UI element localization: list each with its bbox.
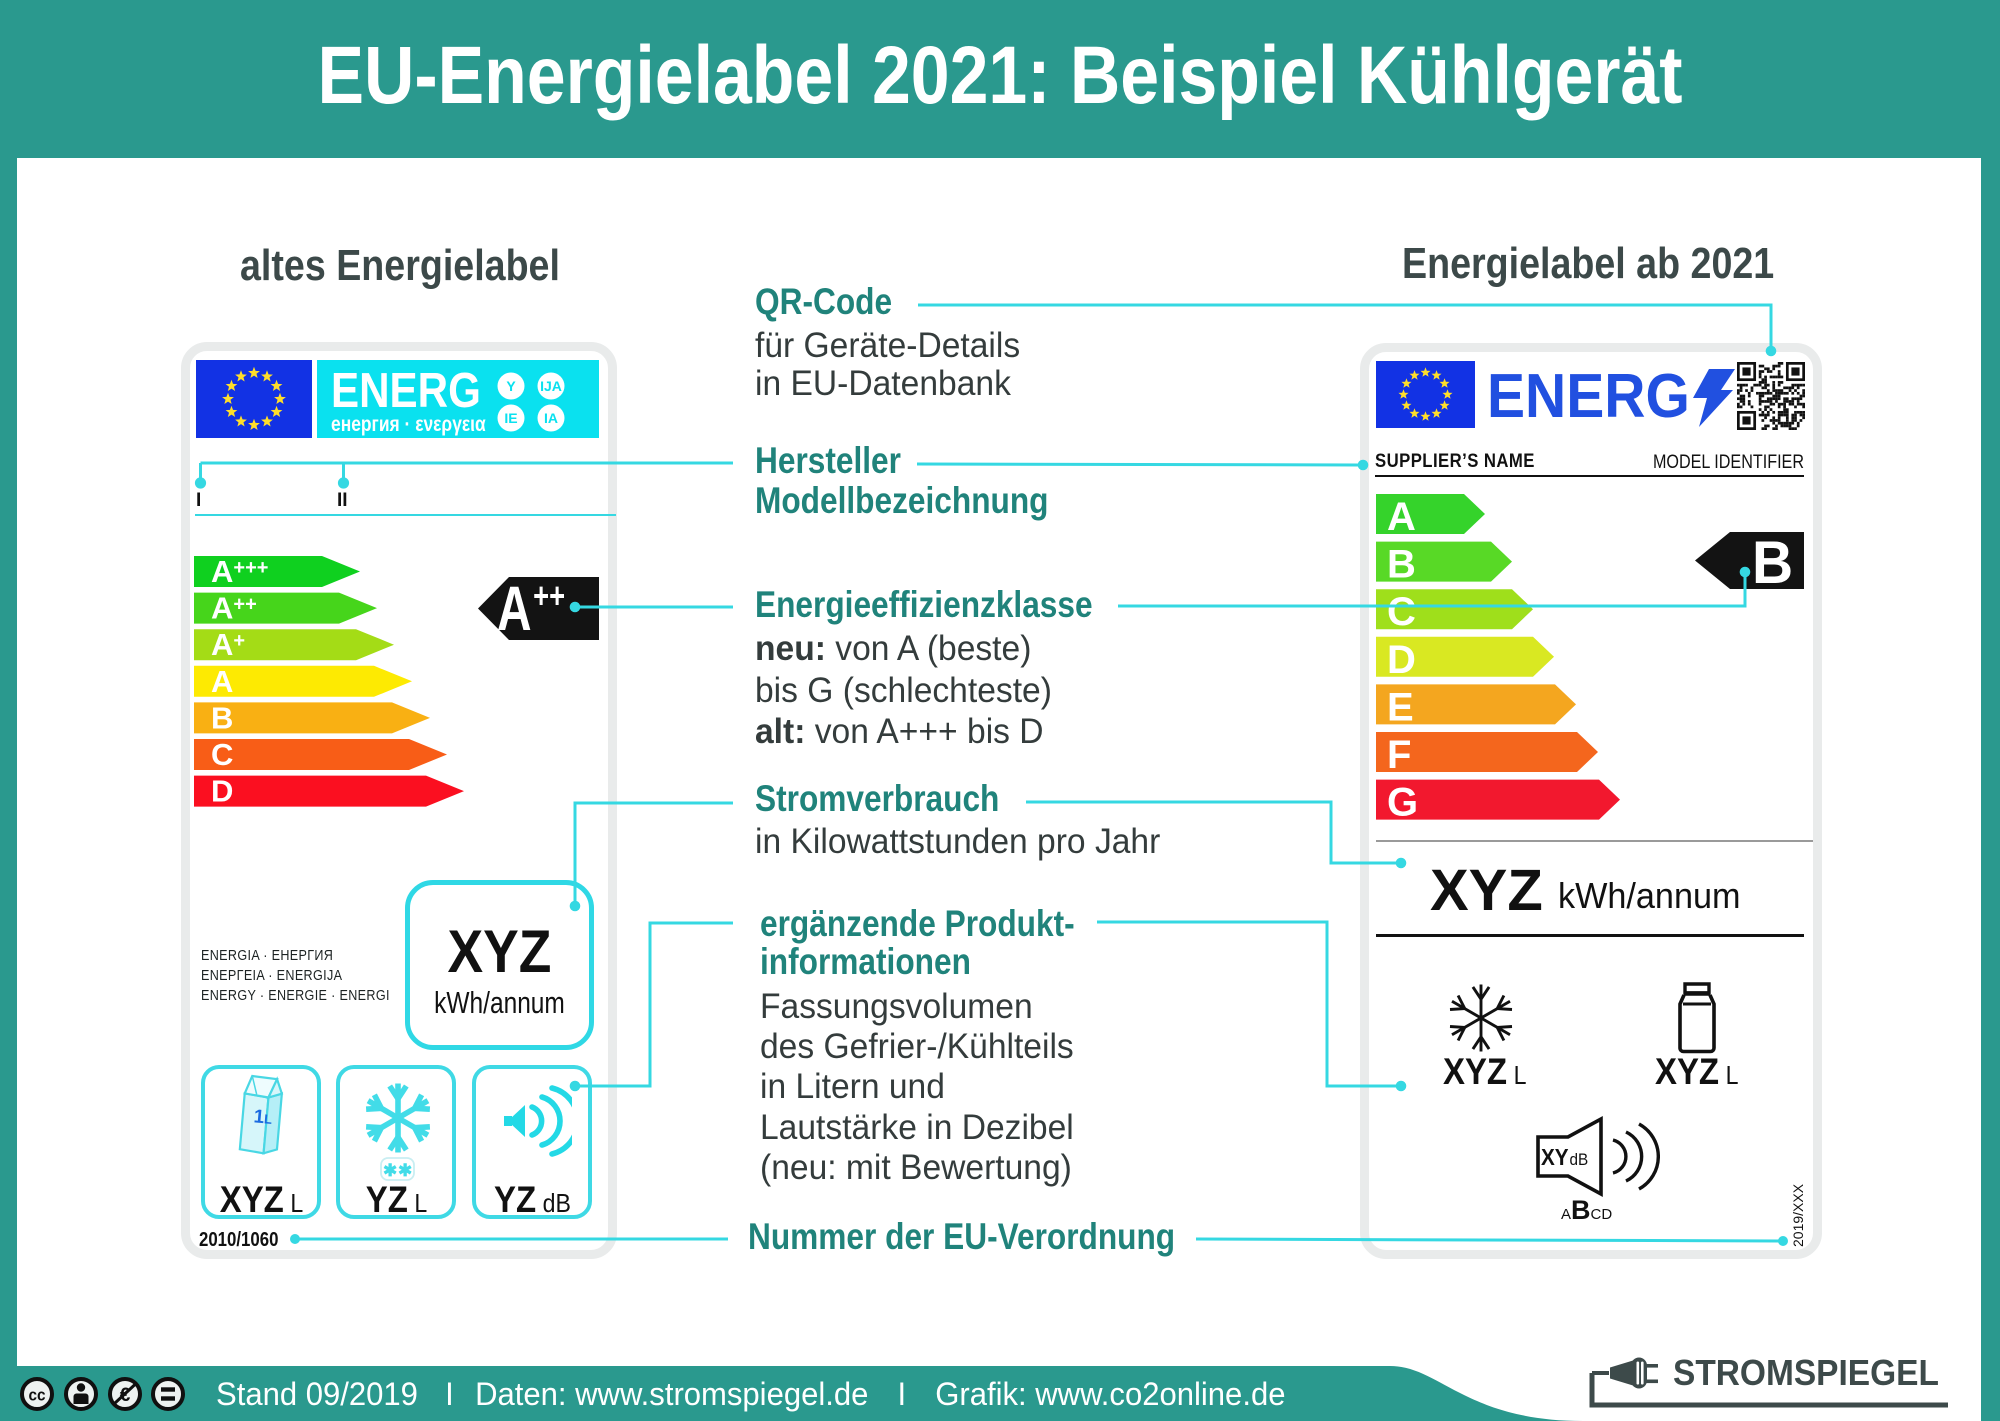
svg-text:1L: 1L [253,1106,273,1129]
svg-text:A: A [211,664,233,699]
svg-text:A+++: A+++ [211,556,268,589]
svg-text:D: D [1387,638,1416,682]
svg-text:IA: IA [544,410,558,426]
svg-text:IJA: IJA [540,378,562,394]
svg-text:✱: ✱ [383,1161,397,1180]
svg-text:D: D [211,774,233,809]
svg-text:IE: IE [504,410,517,426]
svg-text:C: C [1387,590,1416,634]
svg-text:✱: ✱ [398,1161,412,1180]
svg-text:B: B [1752,532,1793,589]
svg-text:A: A [1387,495,1416,539]
svg-text:cc: cc [28,1386,45,1405]
svg-text:E: E [1387,685,1414,729]
svg-text:C: C [211,737,233,772]
svg-text:Y: Y [506,378,516,394]
svg-text:F: F [1387,733,1411,777]
svg-text:G: G [1387,781,1418,824]
svg-text:B: B [1387,543,1416,587]
svg-text:B: B [211,700,233,735]
svg-text:STROMSPIEGEL: STROMSPIEGEL [1673,1354,1939,1393]
